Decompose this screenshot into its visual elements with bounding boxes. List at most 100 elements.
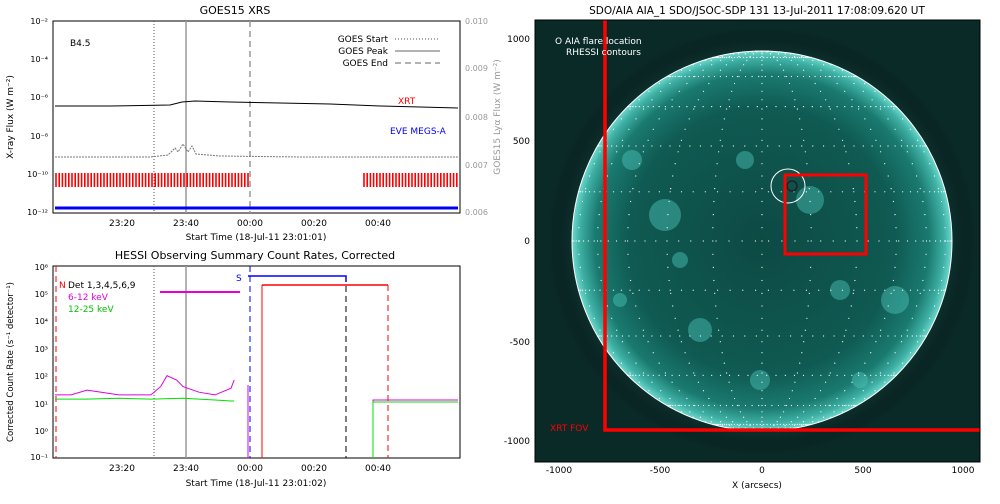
grid-dot bbox=[937, 188, 940, 190]
grid-dot bbox=[642, 106, 645, 108]
grid-dot bbox=[801, 56, 803, 59]
grid-dot bbox=[894, 128, 896, 130]
grid-dot bbox=[593, 317, 595, 319]
grid-dot bbox=[758, 404, 760, 407]
grid-dot bbox=[723, 118, 725, 120]
grid-dot bbox=[773, 56, 775, 58]
grid-dot bbox=[923, 289, 925, 291]
grid-dot bbox=[643, 108, 645, 110]
grid-dot bbox=[699, 64, 702, 66]
grid-dot bbox=[808, 75, 811, 78]
grid-dot bbox=[880, 374, 882, 376]
grid-dot bbox=[728, 423, 730, 426]
grid-dot bbox=[845, 75, 847, 78]
grid-dot bbox=[923, 191, 925, 193]
grid-dot bbox=[738, 53, 740, 55]
grid-dot bbox=[916, 145, 918, 147]
grid-dot bbox=[917, 289, 919, 291]
grid-dot bbox=[767, 289, 770, 291]
aia-bright-region bbox=[622, 150, 642, 170]
grid-dot bbox=[671, 106, 673, 108]
grid-dot bbox=[648, 90, 650, 92]
grid-dot bbox=[600, 240, 602, 242]
grid-dot bbox=[582, 240, 585, 242]
grid-dot bbox=[738, 404, 740, 407]
grid-dot bbox=[763, 423, 765, 426]
grid-dot bbox=[761, 266, 763, 268]
grid-dot bbox=[752, 53, 755, 55]
grid-dot bbox=[814, 404, 816, 407]
grid-dot bbox=[660, 335, 662, 337]
grid-dot bbox=[810, 227, 812, 229]
hessi-ylabel: Corrected Count Rate (s⁻¹ detector⁻¹) bbox=[6, 282, 16, 442]
grid-dot bbox=[864, 289, 866, 291]
hessi-ytick: 10⁴ bbox=[35, 317, 48, 326]
goes-xtick: 23:20 bbox=[109, 219, 135, 229]
goes-legend: GOES Start GOES Peak GOES End bbox=[338, 35, 440, 69]
grid-dot bbox=[850, 75, 852, 78]
grid-dot bbox=[708, 75, 710, 78]
grid-dot bbox=[679, 335, 681, 337]
grid-dot bbox=[666, 240, 668, 242]
grid-dot bbox=[943, 214, 945, 216]
goes-short-series bbox=[55, 143, 458, 158]
grid-dot bbox=[902, 118, 904, 120]
grid-dot bbox=[803, 404, 805, 407]
grid-dot bbox=[895, 240, 898, 242]
grid-dot bbox=[858, 372, 860, 374]
grid-dot bbox=[797, 75, 799, 78]
grid-dot bbox=[728, 56, 731, 58]
grid-dot bbox=[871, 99, 873, 101]
grid-dot bbox=[887, 118, 889, 120]
grid-dot bbox=[697, 99, 700, 101]
grid-dot bbox=[929, 317, 931, 319]
grid-dot bbox=[652, 374, 654, 376]
grid-dot bbox=[875, 341, 877, 343]
grid-dot bbox=[836, 106, 838, 108]
grid-dot bbox=[871, 381, 873, 383]
hessi-x-axis: 23:20 23:40 00:00 00:20 00:40 bbox=[109, 464, 391, 474]
aia-ytick: 1000 bbox=[507, 35, 530, 45]
grid-dot bbox=[838, 75, 840, 78]
grid-dot bbox=[755, 335, 757, 337]
grid-dot bbox=[853, 289, 855, 291]
grid-dot bbox=[749, 56, 751, 58]
grid-dot bbox=[761, 341, 763, 343]
grid-dot bbox=[916, 305, 918, 307]
grid-dot bbox=[841, 411, 844, 413]
grid-dot bbox=[917, 191, 919, 193]
grid-dot bbox=[799, 362, 801, 364]
grid-dot bbox=[862, 390, 864, 392]
grid-dot bbox=[658, 82, 661, 85]
grid-dot bbox=[743, 416, 745, 418]
goes-xrt-label: XRT bbox=[398, 97, 416, 107]
grid-dot bbox=[702, 240, 704, 242]
grid-dot bbox=[728, 240, 730, 242]
grid-dot bbox=[742, 191, 744, 193]
grid-dot bbox=[819, 75, 822, 78]
grid-dot bbox=[803, 56, 805, 59]
grid-dot bbox=[723, 56, 725, 59]
grid-dot bbox=[884, 163, 886, 165]
grid-dot bbox=[940, 279, 943, 282]
goes-ytick: 10⁻⁶ bbox=[30, 93, 48, 102]
grid-dot bbox=[697, 75, 700, 78]
grid-dot bbox=[612, 128, 615, 130]
grid-dot bbox=[761, 329, 763, 331]
grid-dot bbox=[922, 279, 924, 282]
aia-title: SDO/AIA AIA_1 SDO/JSOC-SDP 131 13-Jul-20… bbox=[589, 5, 925, 17]
grid-dot bbox=[642, 329, 645, 331]
grid-dot bbox=[858, 374, 860, 376]
grid-dot bbox=[697, 404, 700, 407]
aia-bright-region bbox=[796, 186, 824, 214]
hessi-xtick: 00:20 bbox=[301, 464, 327, 474]
grid-dot bbox=[925, 240, 928, 242]
grid-dot bbox=[828, 75, 830, 78]
grid-dot bbox=[713, 279, 715, 282]
grid-dot bbox=[713, 75, 716, 78]
goes-eve-label: EVE MEGS-A bbox=[390, 127, 447, 137]
grid-dot bbox=[933, 289, 936, 291]
grid-dot bbox=[793, 289, 795, 291]
aia-legend-flare: O AIA flare location bbox=[555, 37, 642, 47]
grid-dot bbox=[600, 200, 602, 203]
